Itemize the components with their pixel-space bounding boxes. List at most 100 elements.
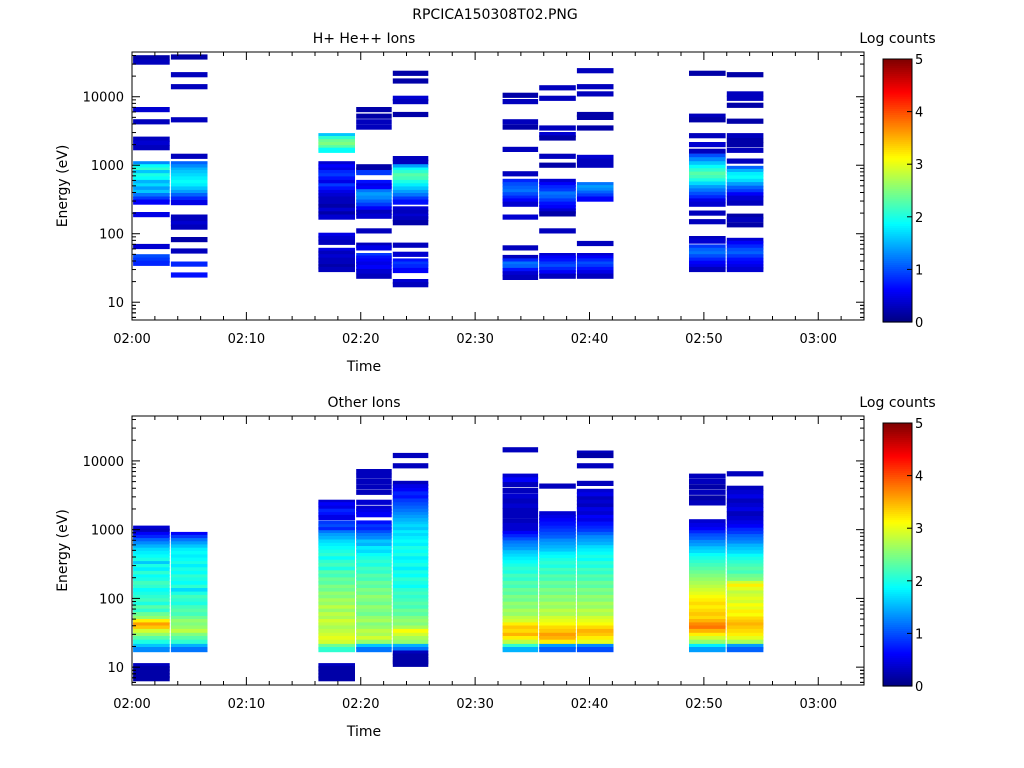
colorbar-band xyxy=(883,194,912,198)
colorbar-band xyxy=(883,235,912,239)
heatmap-cell xyxy=(392,622,429,628)
heatmap-cell xyxy=(356,489,392,495)
heatmap-cell xyxy=(689,612,726,618)
heatmap-cell xyxy=(170,200,208,206)
heatmap-cell xyxy=(726,527,764,533)
heatmap-cell xyxy=(356,520,392,526)
colorbar-band xyxy=(883,443,912,447)
heatmap-cell xyxy=(318,161,355,167)
heatmap-cell xyxy=(539,612,576,618)
heatmap-cell xyxy=(133,619,170,625)
heatmap-cell xyxy=(170,570,208,577)
colorbar-band xyxy=(883,632,912,636)
scan-3 xyxy=(356,469,392,653)
heatmap-cell xyxy=(502,588,539,594)
heatmap-cell xyxy=(318,266,355,273)
heatmap-cell xyxy=(318,173,355,179)
heatmap-cell xyxy=(539,608,576,614)
x-tick-label: 02:00 xyxy=(113,332,150,347)
heatmap-cell xyxy=(576,125,614,131)
heatmap-cell xyxy=(133,531,170,538)
heatmap-cell xyxy=(689,142,726,148)
heatmap-cell xyxy=(170,567,208,573)
colorbar-band xyxy=(883,186,912,190)
heatmap-cell xyxy=(318,647,355,653)
heatmap-cell xyxy=(689,195,726,201)
colorbar-band xyxy=(883,531,912,535)
heatmap-cell xyxy=(726,563,764,569)
heatmap-cell xyxy=(689,632,726,638)
heatmap-cell xyxy=(170,647,208,653)
heatmap-cell xyxy=(356,559,392,565)
heatmap-cell xyxy=(539,632,576,638)
heatmap-cell xyxy=(576,598,614,604)
colorbar-band xyxy=(883,128,912,132)
heatmap-cell xyxy=(539,182,576,188)
heatmap-cell xyxy=(133,161,170,167)
heatmap-cell xyxy=(726,237,764,243)
heatmap-cell xyxy=(502,566,539,572)
heatmap-cell xyxy=(318,183,355,189)
colorbar-tick-label: 3 xyxy=(915,158,923,173)
heatmap-cell xyxy=(689,615,726,622)
heatmap-cell xyxy=(726,613,764,619)
heatmap-cell xyxy=(133,260,170,266)
colorbar-band xyxy=(883,75,912,79)
heatmap-cell xyxy=(392,505,429,511)
colorbar-band xyxy=(883,494,912,498)
figure-title: RPCICA150308T02.PNG xyxy=(412,7,577,23)
heatmap-cell xyxy=(502,513,539,519)
heatmap-cell xyxy=(689,588,726,594)
heatmap-cell xyxy=(502,447,539,453)
heatmap-cell xyxy=(539,570,576,577)
colorbar-band xyxy=(883,206,912,210)
heatmap-cell xyxy=(318,530,355,536)
colorbar-band xyxy=(883,521,912,525)
heatmap-cell xyxy=(539,273,576,279)
heatmap-cell xyxy=(392,480,429,486)
x-tick-label: 02:30 xyxy=(456,332,493,347)
heatmap-cell xyxy=(689,148,726,154)
heatmap-cell xyxy=(318,556,355,562)
colorbar-band xyxy=(883,163,912,167)
heatmap-cell xyxy=(576,480,614,486)
heatmap-cell xyxy=(726,168,764,175)
heatmap-cell xyxy=(576,273,614,279)
heatmap-cell xyxy=(392,99,429,105)
colorbar-band xyxy=(883,533,912,537)
heatmap-cell xyxy=(539,531,576,538)
heatmap-cell xyxy=(356,622,392,628)
heatmap-cell xyxy=(502,99,539,105)
colorbar-band xyxy=(883,620,912,623)
heatmap-cell xyxy=(539,588,576,594)
heatmap-cell xyxy=(356,643,392,650)
scan-6 xyxy=(539,483,576,653)
heatmap-cell xyxy=(502,178,539,184)
heatmap-cell xyxy=(170,248,208,254)
heatmap-cell xyxy=(689,539,726,546)
colorbar-tick-label: 1 xyxy=(915,627,923,642)
colorbar-band xyxy=(883,476,912,480)
colorbar-band xyxy=(883,451,912,455)
colorbar-band xyxy=(883,609,912,613)
heatmap-cell xyxy=(539,125,576,131)
heatmap-cell xyxy=(170,605,208,611)
heatmap-cell xyxy=(392,608,429,614)
heatmap-cell xyxy=(170,636,208,642)
heatmap-cell xyxy=(726,471,764,477)
heatmap-cell xyxy=(392,625,429,631)
x-tick-label: 03:00 xyxy=(800,697,837,712)
heatmap-cell xyxy=(539,208,576,214)
heatmap-cell xyxy=(356,192,392,198)
heatmap-cell xyxy=(392,508,429,514)
heatmap-cell xyxy=(392,156,429,162)
heatmap-cell xyxy=(170,189,208,196)
heatmap-cell xyxy=(356,265,392,271)
heatmap-cell xyxy=(133,564,170,570)
y-tick-label: 10000 xyxy=(83,455,124,470)
colorbar-band xyxy=(883,250,912,253)
heatmap-cell xyxy=(133,588,170,594)
heatmap-cell xyxy=(392,183,429,189)
heatmap-cell xyxy=(726,553,764,559)
heatmap-cell xyxy=(356,269,392,275)
